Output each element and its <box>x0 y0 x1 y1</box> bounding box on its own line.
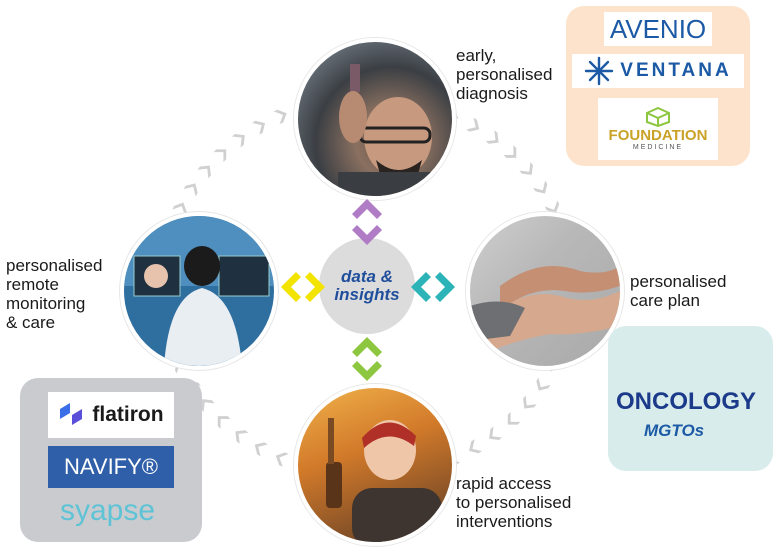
arrow-down-green <box>352 337 382 381</box>
label-monitoring: personalised remote monitoring & care <box>6 256 103 332</box>
data-insights-hub: data & insights <box>319 238 415 334</box>
label-interventions: rapid access to personalised interventio… <box>456 474 572 531</box>
panel-oncology-partners: ONCOLOGY MGTOs <box>608 326 773 471</box>
logo-flatiron: flatiron <box>48 392 174 438</box>
foundation-cube-icon <box>646 107 670 127</box>
mgtos-text: MGTOs <box>644 421 705 440</box>
flatiron-text: flatiron <box>92 403 164 426</box>
photo-care <box>466 212 624 370</box>
arrow-left-yellow <box>281 272 325 302</box>
center-line2: insights <box>334 285 400 304</box>
flatiron-icon <box>60 403 83 425</box>
ventana-text: VENTANA <box>620 60 732 81</box>
arrow-right-teal <box>411 272 455 302</box>
logo-ventana: VENTANA <box>572 54 744 88</box>
label-diagnosis: early, personalised diagnosis <box>456 46 553 103</box>
panel-diagnostics-partners: AVENIO VENTANA FOUNDATION MEDICINE <box>566 6 750 166</box>
syapse-text: syapse <box>60 494 156 527</box>
avenio-text: AVENIO <box>609 13 707 44</box>
arrow-up-purple <box>352 199 382 245</box>
center-line1: data & <box>341 267 393 286</box>
oncology-text: ONCOLOGY <box>616 388 757 415</box>
logo-foundation-medicine: FOUNDATION MEDICINE <box>598 98 718 160</box>
label-care-plan: personalised care plan <box>630 272 727 310</box>
ventana-star-icon <box>585 56 614 86</box>
panel-data-partners: flatiron NAVIFY® syapse <box>20 378 202 542</box>
logo-navify: NAVIFY® <box>48 446 174 488</box>
photo-interventions <box>294 384 456 546</box>
hands-illustration <box>470 266 620 356</box>
foundation-text: FOUNDATION <box>608 127 708 144</box>
logo-avenio: AVENIO <box>604 12 712 46</box>
navify-text: NAVIFY® <box>63 454 159 479</box>
photo-diagnosis <box>294 38 456 200</box>
medicine-text: MEDICINE <box>632 144 684 151</box>
